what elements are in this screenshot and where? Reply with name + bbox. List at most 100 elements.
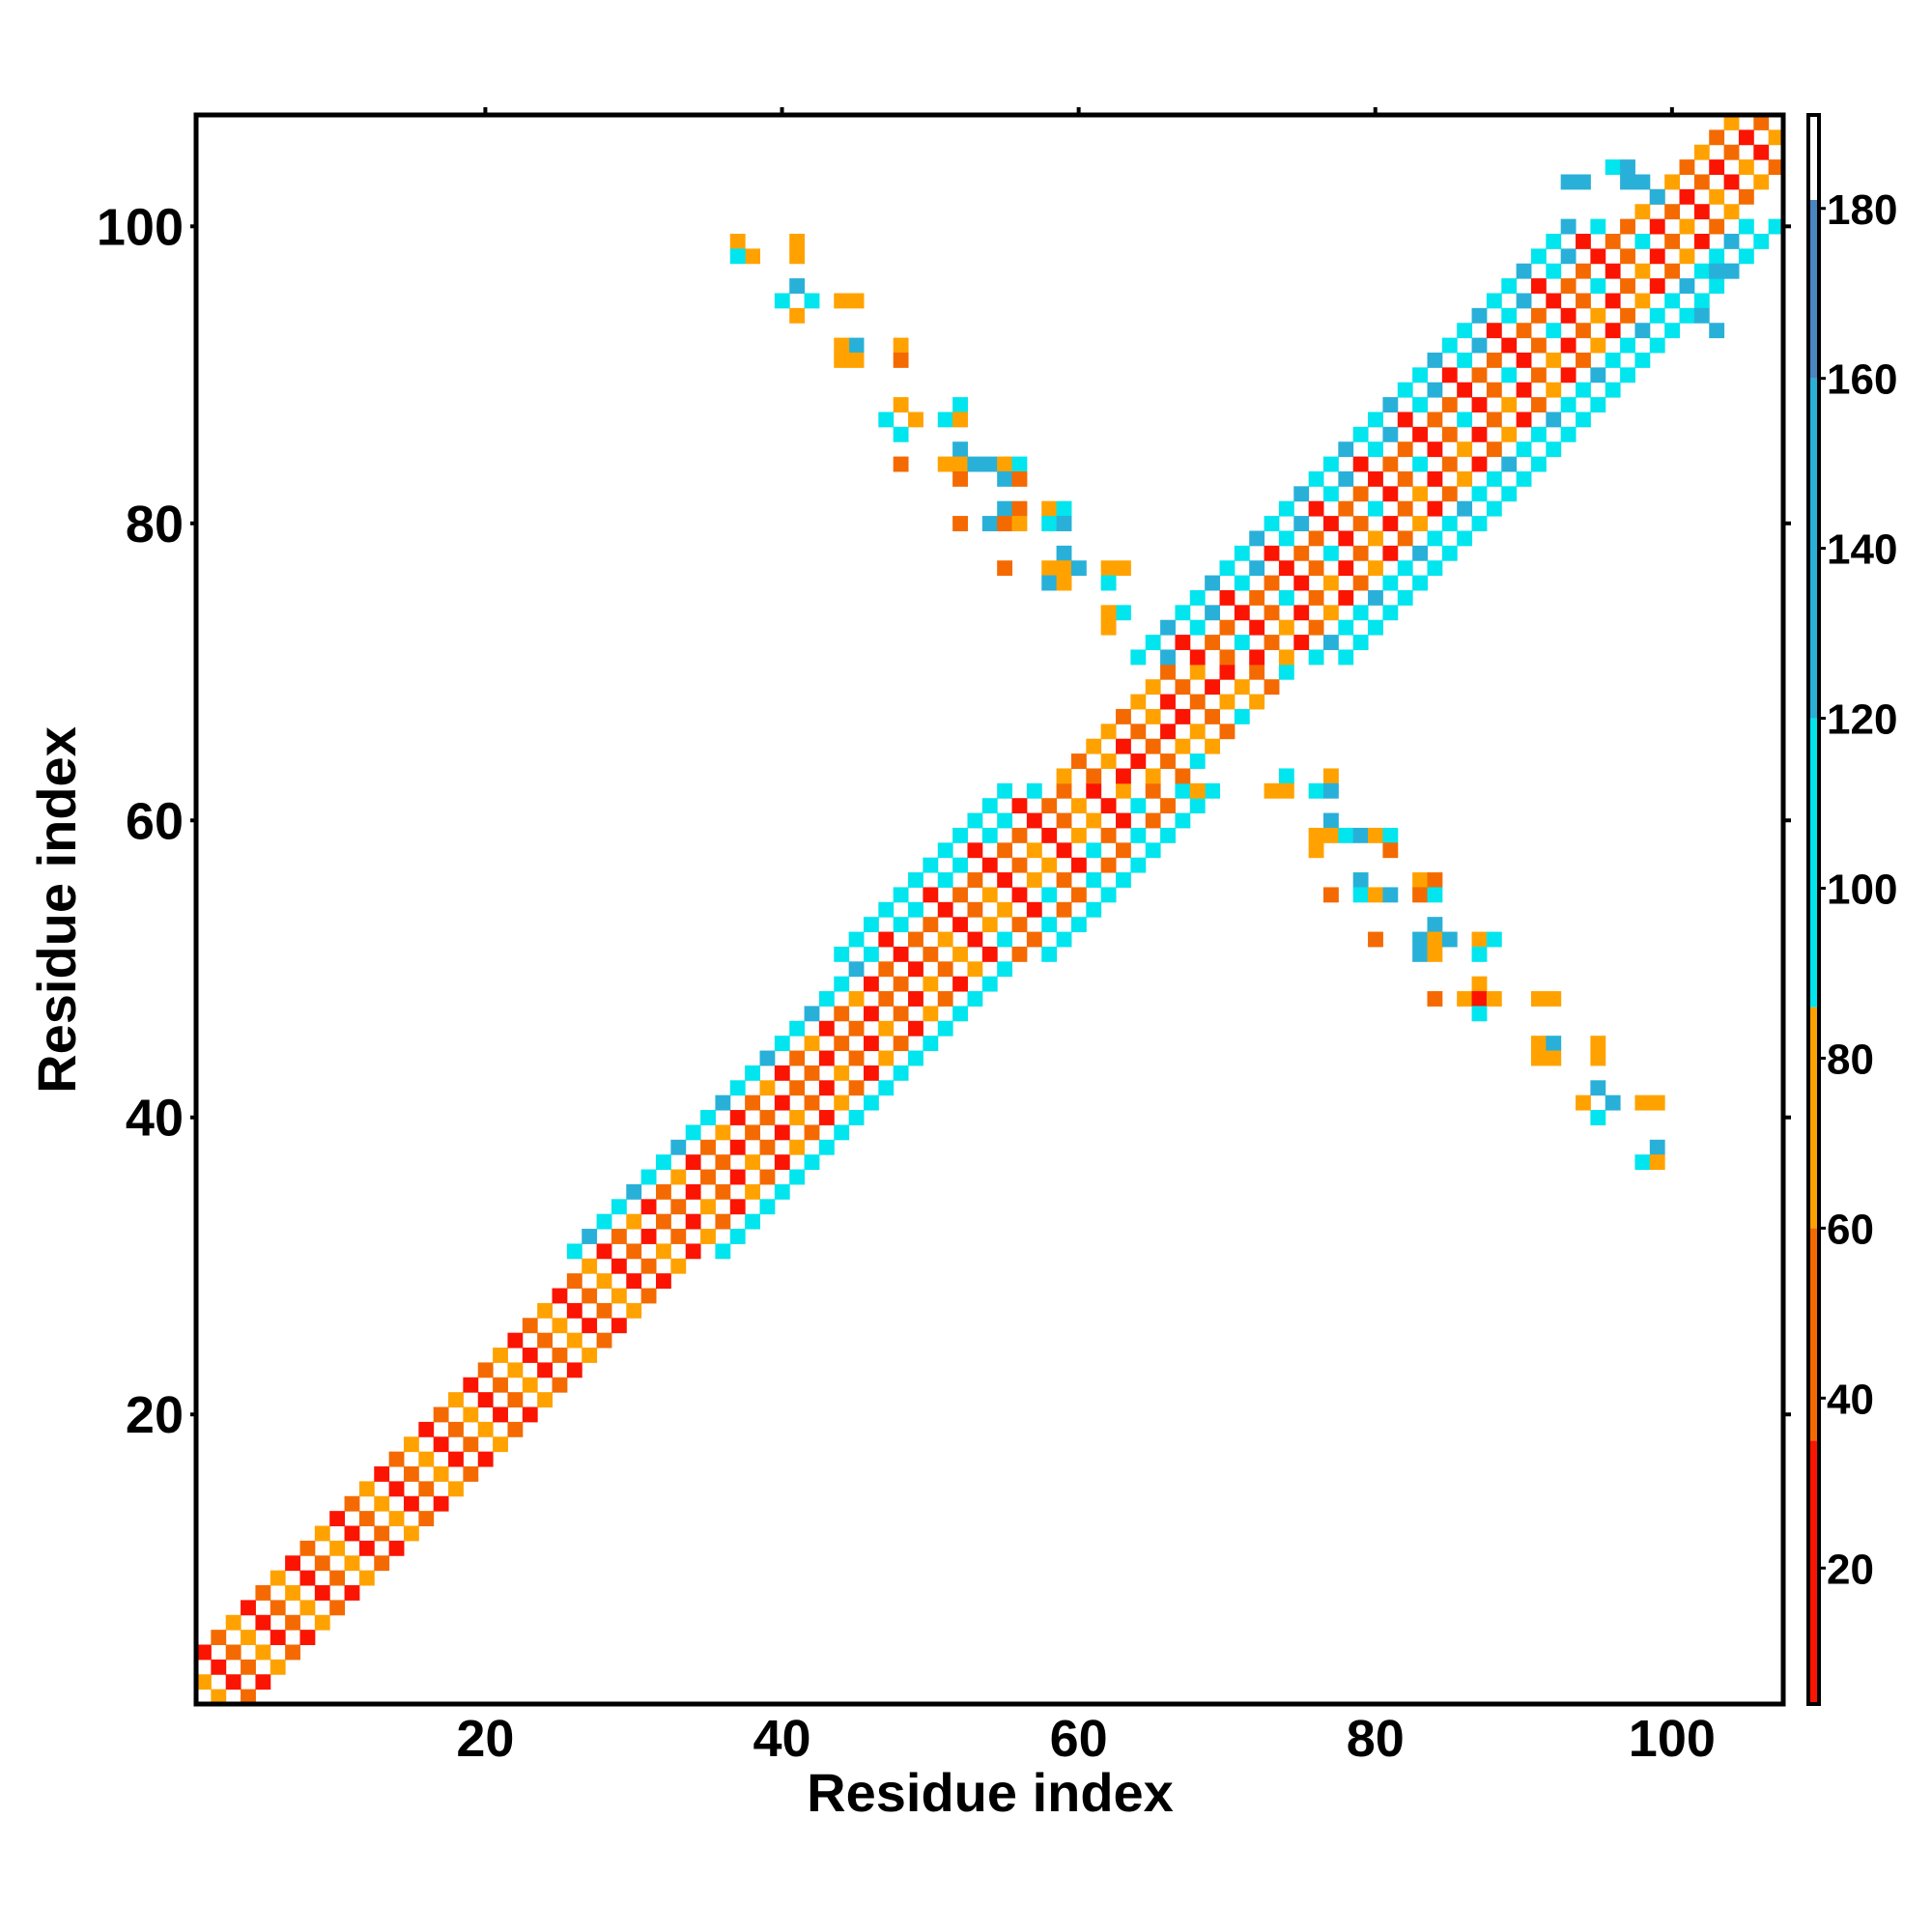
heatmap-cell bbox=[952, 516, 968, 531]
heatmap-cell bbox=[1634, 263, 1651, 279]
heatmap-cell bbox=[1471, 367, 1488, 384]
heatmap-cell bbox=[1412, 931, 1428, 948]
heatmap-cell bbox=[1056, 500, 1072, 517]
heatmap-cell bbox=[270, 1600, 286, 1616]
heatmap-cell bbox=[611, 1229, 627, 1244]
heatmap-cell bbox=[1219, 664, 1236, 680]
heatmap-cell bbox=[418, 1421, 435, 1437]
heatmap-cell bbox=[1100, 560, 1117, 577]
heatmap-cell bbox=[1219, 649, 1236, 666]
heatmap-cell bbox=[1605, 382, 1621, 398]
heatmap-cell bbox=[1664, 263, 1681, 279]
heatmap-cell bbox=[1427, 560, 1443, 577]
heatmap-cell bbox=[1322, 456, 1339, 472]
heatmap-cell bbox=[1011, 917, 1028, 933]
heatmap-cell bbox=[967, 456, 983, 472]
heatmap-cell bbox=[403, 1525, 419, 1542]
heatmap-cell bbox=[1693, 204, 1710, 220]
heatmap-cell bbox=[358, 1481, 375, 1497]
heatmap-cell bbox=[774, 1094, 790, 1111]
heatmap-cell bbox=[789, 1050, 806, 1066]
heatmap-cell bbox=[967, 872, 983, 888]
heatmap-cell bbox=[611, 1288, 627, 1304]
heatmap-cell bbox=[1471, 426, 1488, 442]
heatmap-cell bbox=[1338, 827, 1354, 843]
heatmap-cell bbox=[848, 991, 865, 1007]
heatmap-cell bbox=[1471, 976, 1488, 992]
heatmap-cell bbox=[1516, 293, 1532, 309]
heatmap-cell bbox=[255, 1644, 271, 1661]
heatmap-cell bbox=[1278, 530, 1294, 547]
heatmap-cell bbox=[1709, 129, 1725, 146]
heatmap-cell bbox=[1753, 174, 1770, 190]
heatmap-cell bbox=[1693, 233, 1710, 249]
heatmap-cell bbox=[1160, 619, 1176, 636]
heatmap-cell bbox=[1620, 174, 1635, 190]
heatmap-cell bbox=[1546, 323, 1562, 339]
heatmap-cell bbox=[477, 1392, 494, 1408]
heatmap-cell bbox=[878, 931, 895, 948]
heatmap-cell bbox=[774, 1065, 790, 1081]
heatmap-cell bbox=[1026, 872, 1042, 888]
heatmap-cell bbox=[715, 1154, 731, 1171]
heatmap-cell bbox=[1501, 367, 1518, 384]
heatmap-cell bbox=[1634, 352, 1651, 368]
heatmap-cell bbox=[967, 961, 983, 978]
heatmap-cell bbox=[981, 516, 998, 531]
heatmap-cell bbox=[1427, 500, 1443, 517]
heatmap-cell bbox=[1145, 708, 1161, 724]
heatmap-cell bbox=[1056, 782, 1072, 799]
heatmap-cell bbox=[403, 1495, 419, 1512]
heatmap-cell bbox=[1738, 248, 1754, 265]
heatmap-cell bbox=[893, 1006, 909, 1022]
heatmap-cell bbox=[1205, 679, 1221, 696]
heatmap-cell bbox=[270, 1659, 286, 1675]
heatmap-cell bbox=[522, 1348, 538, 1363]
heatmap-cell bbox=[1605, 233, 1621, 249]
heatmap-cell bbox=[1322, 486, 1339, 502]
heatmap-cell bbox=[818, 1020, 835, 1037]
heatmap-cell bbox=[1441, 931, 1458, 948]
heatmap-cell bbox=[981, 456, 998, 472]
heatmap-cell bbox=[1070, 560, 1087, 577]
heatmap-cell bbox=[1026, 782, 1042, 799]
heatmap-cell bbox=[1634, 323, 1651, 339]
heatmap-cell bbox=[848, 337, 865, 354]
heatmap-cell bbox=[759, 1199, 776, 1215]
heatmap-cell bbox=[1441, 516, 1458, 531]
heatmap-cell bbox=[789, 248, 806, 265]
heatmap-cells bbox=[196, 115, 1784, 1705]
heatmap-cell bbox=[493, 1436, 508, 1453]
heatmap-cell bbox=[759, 1169, 776, 1185]
heatmap-cell bbox=[1649, 278, 1665, 294]
heatmap-cell bbox=[1368, 589, 1383, 606]
heatmap-cell bbox=[196, 1674, 212, 1690]
heatmap-cell bbox=[967, 901, 983, 918]
heatmap-cell bbox=[611, 1318, 627, 1334]
heatmap-cell bbox=[1189, 753, 1206, 769]
colorbar-segment bbox=[1808, 115, 1819, 200]
heatmap-cell bbox=[241, 1659, 256, 1675]
heatmap-cell bbox=[1189, 694, 1206, 710]
heatmap-cell bbox=[493, 1406, 508, 1423]
x-tick-label: 20 bbox=[456, 1710, 514, 1768]
heatmap-cell bbox=[1516, 382, 1532, 398]
heatmap-cell bbox=[448, 1481, 464, 1497]
heatmap-cell bbox=[1189, 664, 1206, 680]
heatmap-cell bbox=[952, 412, 968, 428]
heatmap-cell bbox=[626, 1243, 642, 1260]
heatmap-cell bbox=[1352, 486, 1369, 502]
heatmap-cell bbox=[789, 233, 806, 249]
heatmap-cell bbox=[1560, 174, 1577, 190]
heatmap-cell bbox=[700, 1110, 716, 1125]
heatmap-cell bbox=[1530, 367, 1547, 384]
heatmap-cell bbox=[952, 1006, 968, 1022]
heatmap-cell bbox=[388, 1481, 405, 1497]
heatmap-cell bbox=[537, 1392, 554, 1408]
heatmap-cell bbox=[1308, 589, 1324, 606]
heatmap-cell bbox=[1116, 738, 1131, 754]
heatmap-cell bbox=[566, 1302, 582, 1319]
heatmap-cell bbox=[774, 1183, 790, 1200]
heatmap-cell bbox=[314, 1555, 330, 1572]
heatmap-cell bbox=[937, 842, 953, 859]
